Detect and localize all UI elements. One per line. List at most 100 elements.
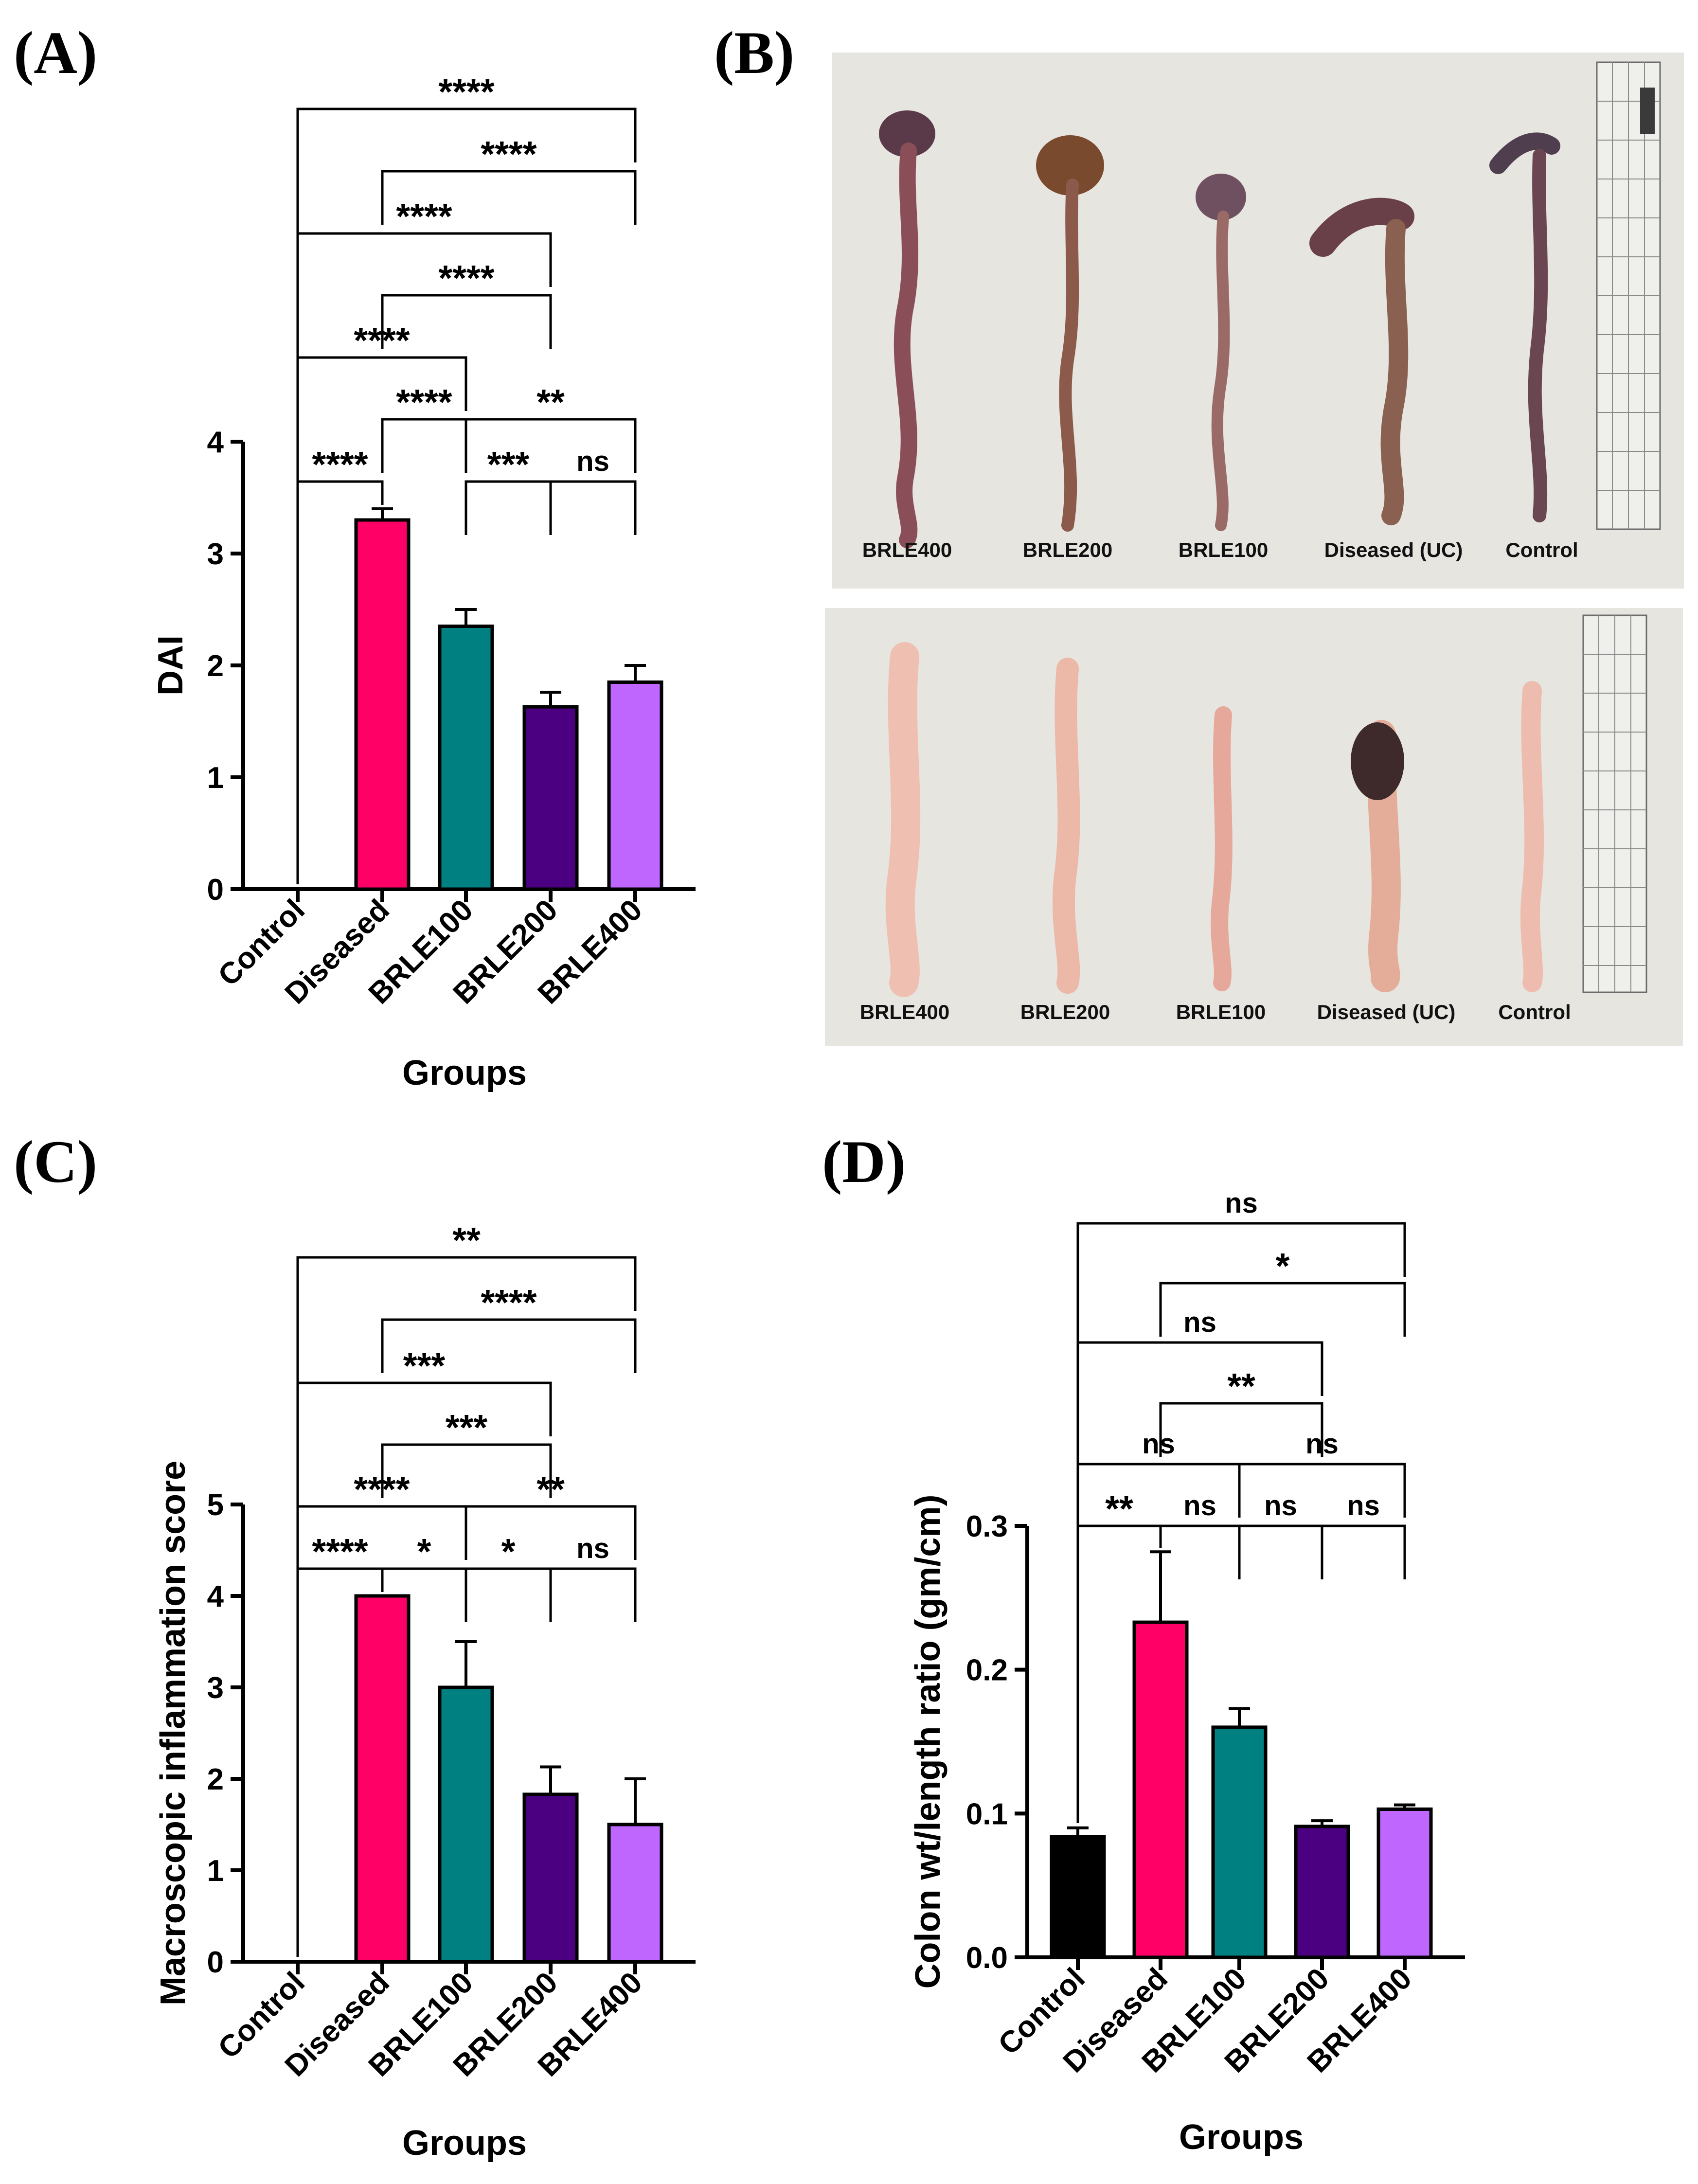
colon-specimen-brle100-bottom — [1211, 706, 1233, 991]
chart-c-significance-bracket — [381, 1318, 637, 1373]
chart-d-error-bar-brle100 — [1229, 1707, 1250, 1727]
chart-d-y-tick-label: 0.1 — [966, 1797, 1008, 1831]
chart-a-significance-bracket — [465, 418, 637, 473]
chart-c-significance-label: * — [501, 1531, 516, 1572]
chart-c-significance-bracket — [549, 1567, 637, 1622]
chart-d-error-bar-brle400 — [1394, 1803, 1415, 1809]
chart-a-error-bar-brle100 — [455, 608, 477, 627]
chart-c-bar-brle200 — [522, 1792, 579, 1964]
chart-d-y-tick-label: 0.0 — [966, 1941, 1008, 1975]
chart-d-significance-label: ns — [1142, 1428, 1175, 1460]
chart-c-y-tick-label: 3 — [207, 1671, 224, 1705]
chart-a-significance-label: *** — [487, 444, 530, 484]
photo-label-bottom-1: BRLE200 — [1020, 1001, 1110, 1023]
chart-d-bar-brle400 — [1376, 1807, 1433, 1959]
chart-c-significance-bracket — [381, 1443, 552, 1498]
colon-specimen-control-bottom — [1520, 681, 1544, 992]
chart-a-significance-label: ** — [536, 382, 565, 422]
colon-specimen-diseased-top — [1309, 197, 1414, 525]
chart-c-significance-label: **** — [481, 1282, 536, 1323]
photo-label-bottom-4: Control — [1498, 1001, 1571, 1023]
chart-c-bar-brle100 — [438, 1685, 494, 1964]
chart-a-error-bar-diseased — [372, 507, 393, 520]
photo-label-top-2: BRLE100 — [1179, 538, 1268, 561]
chart-c-error-bar-brle400 — [625, 1777, 646, 1825]
chart-c-significance-label: *** — [446, 1407, 488, 1448]
chart-a-y-axis-title: DAI — [151, 635, 190, 696]
chart-c-bar-diseased — [354, 1594, 411, 1964]
chart-c-y-tick-label: 2 — [207, 1763, 224, 1796]
chart-d-significance-label: ns — [1264, 1490, 1297, 1522]
chart-d-significance-label: * — [1276, 1246, 1290, 1286]
chart-d-bar-control — [1050, 1835, 1106, 1959]
chart-a-significance-bracket — [381, 294, 552, 349]
colon-specimen-brle200-bottom — [1052, 658, 1080, 994]
chart-a-y-tick-label: 4 — [207, 426, 224, 459]
chart-d-bar-diseased — [1132, 1620, 1189, 1959]
ruler-top — [1596, 61, 1661, 530]
chart-c-y-tick-label: 1 — [207, 1854, 224, 1888]
colon-specimen-diseased-bottom — [1351, 720, 1404, 992]
chart-d-significance-bracket — [1238, 1463, 1406, 1518]
chart-c-error-bar-brle200 — [540, 1765, 561, 1794]
colon-specimen-control-top — [1489, 132, 1560, 522]
chart-a-significance-bracket — [465, 480, 552, 535]
panel-letter-c: (C) — [14, 1128, 97, 1195]
chart-d-x-axis-title: Groups — [1179, 2118, 1304, 2157]
chart-a-significance-label: **** — [396, 382, 452, 422]
chart-a-y-tick-label: 1 — [207, 761, 224, 795]
chart-d-significance-bracket — [1076, 1341, 1323, 1823]
chart-d-significance-bracket — [1159, 1524, 1241, 1579]
chart-d-y-tick-label: 0.3 — [966, 1510, 1008, 1543]
chart-c-significance-label: * — [417, 1531, 431, 1572]
photo-label-top-3: Diseased (UC) — [1324, 538, 1463, 561]
chart-c-y-tick-label: 0 — [207, 1946, 224, 1979]
chart-a-y-tick-label: 2 — [207, 649, 224, 683]
chart-d-significance-bracket — [1159, 1282, 1406, 1337]
chart-c-significance-label: ns — [576, 1533, 609, 1564]
chart-d-significance-label: ** — [1227, 1366, 1255, 1406]
chart-c-significance-bracket — [465, 1567, 552, 1622]
panel-letter-d: (D) — [822, 1128, 906, 1195]
chart-a-y-tick-label: 3 — [207, 537, 224, 571]
chart-c-significance-label: *** — [403, 1345, 446, 1386]
chart-d-error-bar-diseased — [1150, 1550, 1171, 1623]
chart-a-bar-brle400 — [607, 680, 663, 891]
chart-d-error-bar-control — [1067, 1826, 1089, 1837]
photo-label-bottom-3: Diseased (UC) — [1317, 1001, 1456, 1023]
dai-bar-chart: 01234ControlDiseasedBRLE100BRLE200BRLE40… — [151, 72, 696, 1092]
inflammation-score-bar-chart: 012345ControlDiseasedBRLE100BRLE200BRLE4… — [154, 1220, 696, 2163]
colon-ratio-bar-chart: 0.00.10.20.3ControlDiseasedBRLE100BRLE20… — [909, 1187, 1465, 2157]
photo-label-top-0: BRLE400 — [862, 538, 952, 561]
chart-d-significance-bracket — [1321, 1524, 1406, 1579]
chart-a-bar-diseased — [354, 518, 411, 891]
chart-a-significance-label: **** — [396, 196, 452, 236]
colon-specimen-brle100-top — [1196, 174, 1246, 531]
chart-d-significance-label: ** — [1105, 1488, 1133, 1529]
chart-d-significance-bracket — [1238, 1524, 1323, 1579]
chart-d-significance-bracket — [1076, 1222, 1406, 1823]
chart-a-significance-bracket — [381, 418, 467, 473]
chart-d-significance-label: ns — [1225, 1187, 1258, 1219]
ruler-bottom — [1582, 614, 1647, 993]
panel-letter-a: (A) — [14, 19, 97, 86]
chart-d-significance-label: ns — [1347, 1490, 1380, 1522]
colon-specimen-brle200-top — [1036, 135, 1104, 532]
chart-a-significance-label: **** — [438, 258, 494, 298]
chart-c-significance-bracket — [465, 1505, 637, 1560]
panel-letter-b: (B) — [714, 19, 794, 86]
chart-d-y-tick-label: 0.2 — [966, 1654, 1008, 1687]
chart-c-y-tick-label: 4 — [207, 1580, 224, 1613]
chart-c-x-axis-title: Groups — [402, 2124, 527, 2163]
chart-c-y-axis-title: Macroscopic inflammation score — [154, 1461, 193, 2005]
chart-d-bar-brle200 — [1294, 1825, 1350, 1959]
photo-bottom-background — [825, 608, 1683, 1046]
chart-a-bar-brle100 — [438, 625, 494, 891]
chart-a-error-bar-brle200 — [540, 691, 561, 707]
chart-a-significance-label: **** — [312, 444, 368, 484]
chart-c-significance-label: ** — [452, 1220, 481, 1260]
chart-c-significance-bracket — [296, 1381, 552, 1957]
chart-a-significance-bracket — [381, 170, 637, 225]
chart-a-significance-bracket — [296, 107, 637, 884]
chart-a-significance-bracket — [549, 480, 637, 535]
